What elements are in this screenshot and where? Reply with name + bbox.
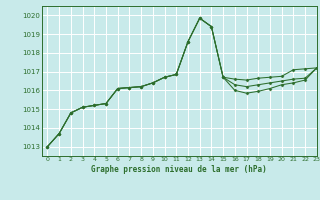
X-axis label: Graphe pression niveau de la mer (hPa): Graphe pression niveau de la mer (hPa) (91, 165, 267, 174)
